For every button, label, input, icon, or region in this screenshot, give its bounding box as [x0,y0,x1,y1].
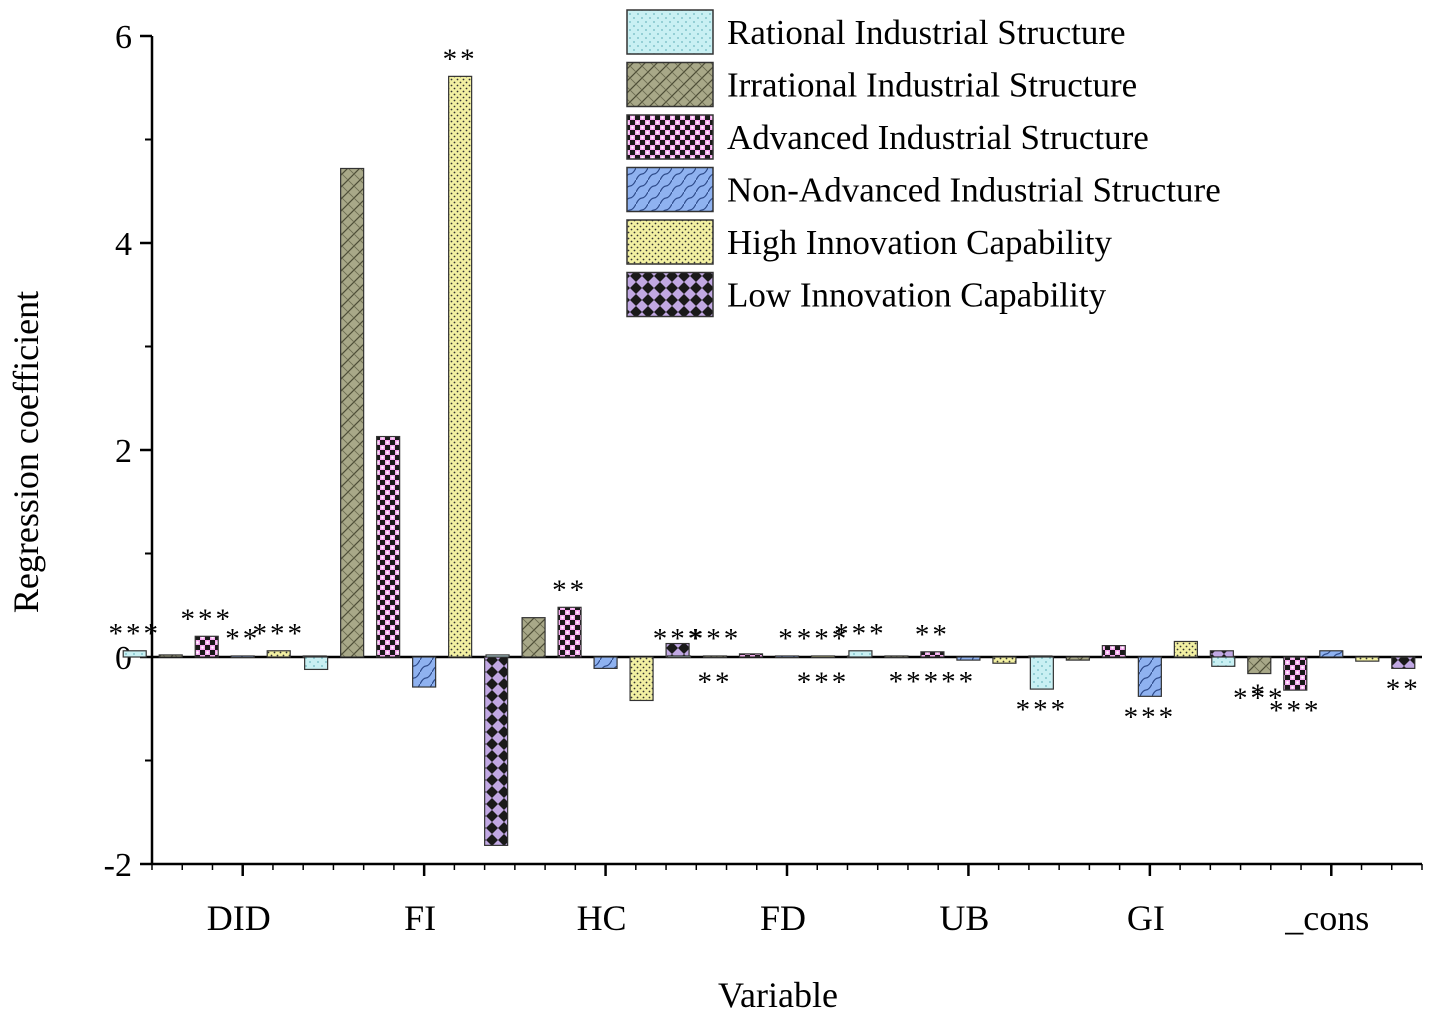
legend-swatch [626,166,714,213]
bar-gi-series-4 [1173,640,1198,658]
bar-fd-series-1 [702,655,728,659]
significance-label: *** [797,666,850,698]
x-tick-label: HC [577,898,627,938]
bar-ub-series-1 [884,655,909,659]
bar-cons-series-1 [1247,656,1272,675]
significance-label: *** [653,623,706,655]
bar-fd-series-2 [738,653,764,658]
bar-ub-series-3 [956,656,981,661]
bar-fi-series-1 [340,167,365,658]
legend-label: High Innovation Capability [727,223,1112,262]
bar-hc-series-4 [629,656,654,702]
bar-gi-series-3 [1137,656,1162,697]
legend-swatch [626,61,714,108]
significance-label: ** [552,574,587,606]
bars [122,75,1416,846]
legend-swatch [626,219,714,265]
legend-label: Advanced Industrial Structure [727,118,1149,157]
significance-label: ***** [889,666,977,698]
significance-label: *** [1124,701,1177,733]
significance-label: *** [1233,683,1286,715]
bar-fi-series-5 [484,656,509,846]
bar-did-series-1 [158,654,183,658]
x-axis-title: Variable [718,975,838,1015]
legend-label: Low Innovation Capability [727,276,1107,315]
bar-hc-series-1 [521,617,546,658]
x-tick-label: _cons [1284,898,1369,938]
x-tick-label: UB [939,898,989,938]
significance-label: *** [108,618,161,650]
significance-label: *** [834,618,887,650]
significance-label: *** [797,623,850,655]
bar-hc-series-2 [557,606,582,658]
significance-label: *** [180,603,233,635]
legend-label: Rational Industrial Structure [727,13,1126,52]
bar-gi-series-1 [1065,656,1090,661]
significance-label: * [1251,679,1269,711]
legend-label: Irrational Industrial Structure [727,66,1137,105]
bar-fi-series-2 [376,435,401,658]
bar-did-series-0 [122,650,147,658]
y-axis-title: Regression coefficient [6,291,46,613]
x-tick-label: FD [760,898,806,938]
bar-fi-series-3 [412,656,437,688]
bar-did-series-3 [230,655,255,659]
bar-cons-series-2 [1283,656,1308,691]
y-tick-label: 0 [115,640,132,677]
bar-gi-series-5 [1209,650,1234,658]
bar-hc-series-0 [485,654,510,658]
y-tick-label: 4 [115,226,132,263]
legend-label: Non-Advanced Industrial Structure [727,171,1221,210]
bar-hc-series-3 [593,656,618,669]
y-tick-label: 2 [115,433,132,470]
significance-label: ** [915,619,950,651]
bar-fd-series-3 [774,655,800,659]
significance-labels: *** ********************* ********* *******… [108,43,1421,733]
bar-ub-series-4 [992,656,1017,664]
significance-label: *** [252,618,305,650]
y-tick-label: 6 [115,19,132,56]
x-tick-label: FI [404,898,436,938]
bar-ub-series-0 [848,650,873,658]
bar-did-series-2 [194,635,219,658]
bar-fi-series-0 [304,656,329,671]
significance-label: ** [443,43,478,75]
legend-swatch [626,271,714,318]
significance-label: ** [225,623,260,655]
bar-cons-series-5 [1391,656,1416,669]
significance-label: ** [698,666,733,698]
bar-ub-series-2 [920,651,945,658]
significance-label: ** [1386,673,1421,705]
bar-cons-series-3 [1319,650,1344,658]
significance-label: *** [1269,695,1322,727]
significance-label: *** [1016,694,1069,726]
significance-label: *** [689,623,742,655]
bar-gi-series-0 [1029,656,1054,690]
bar-fi-series-4 [448,75,473,658]
bar-fd-series-4 [810,655,836,659]
legend-swatch [626,114,714,160]
significance-label: * [778,623,796,655]
x-tick-label: GI [1127,898,1165,938]
legend: Rational Industrial Structure Irrational … [626,9,1221,318]
y-tick-label: -2 [104,847,132,884]
bar-cons-series-4 [1355,656,1380,662]
bar-gi-series-2 [1101,645,1126,658]
legend-swatch [626,9,714,55]
x-tick-label: DID [207,898,271,938]
bar-fd-series-0 [666,655,692,659]
bar-did-series-4 [266,650,291,658]
bar-cons-series-0 [1211,656,1236,667]
